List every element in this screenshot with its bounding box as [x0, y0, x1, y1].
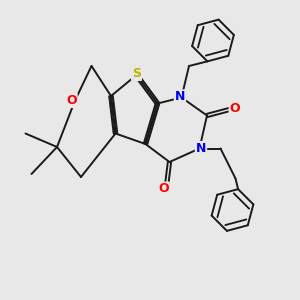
- Text: O: O: [66, 94, 77, 107]
- Text: N: N: [196, 142, 206, 155]
- Text: S: S: [132, 67, 141, 80]
- Text: O: O: [230, 101, 240, 115]
- Text: O: O: [158, 182, 169, 196]
- Text: N: N: [175, 90, 185, 104]
